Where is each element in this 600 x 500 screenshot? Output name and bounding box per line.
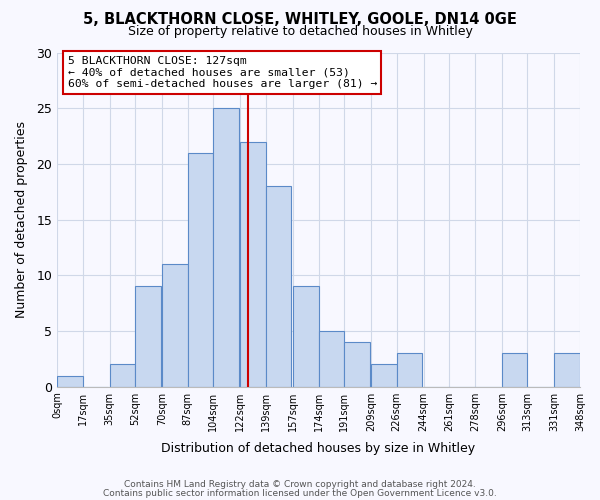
Bar <box>502 353 527 386</box>
Bar <box>293 286 319 386</box>
Bar <box>188 152 214 386</box>
Text: 5 BLACKTHORN CLOSE: 127sqm
← 40% of detached houses are smaller (53)
60% of semi: 5 BLACKTHORN CLOSE: 127sqm ← 40% of deta… <box>68 56 377 89</box>
Bar <box>214 108 239 386</box>
Y-axis label: Number of detached properties: Number of detached properties <box>15 121 28 318</box>
Text: Size of property relative to detached houses in Whitley: Size of property relative to detached ho… <box>128 25 472 38</box>
Bar <box>241 142 266 386</box>
Bar <box>397 353 422 386</box>
Bar <box>162 264 188 386</box>
Bar <box>110 364 135 386</box>
Text: Contains public sector information licensed under the Open Government Licence v3: Contains public sector information licen… <box>103 488 497 498</box>
Text: Contains HM Land Registry data © Crown copyright and database right 2024.: Contains HM Land Registry data © Crown c… <box>124 480 476 489</box>
Bar <box>319 331 344 386</box>
Bar <box>135 286 161 386</box>
Text: 5, BLACKTHORN CLOSE, WHITLEY, GOOLE, DN14 0GE: 5, BLACKTHORN CLOSE, WHITLEY, GOOLE, DN1… <box>83 12 517 28</box>
X-axis label: Distribution of detached houses by size in Whitley: Distribution of detached houses by size … <box>161 442 476 455</box>
Bar <box>344 342 370 386</box>
Bar <box>57 376 83 386</box>
Bar <box>554 353 580 386</box>
Bar <box>371 364 397 386</box>
Bar <box>266 186 292 386</box>
